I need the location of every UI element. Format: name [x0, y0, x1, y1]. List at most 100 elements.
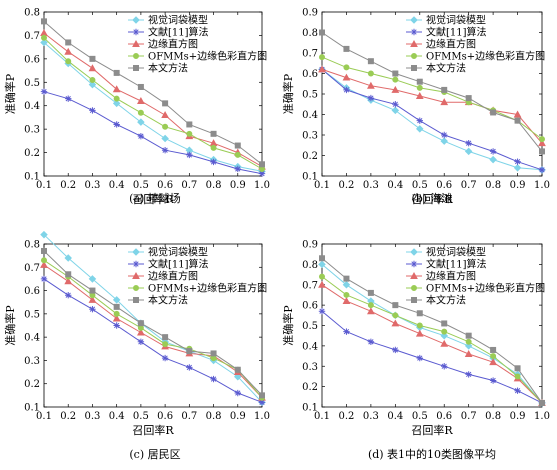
y-tick-label: 0.6	[302, 69, 318, 80]
x-tick-label: 0.2	[338, 180, 354, 191]
legend-label: 视觉词袋模型	[148, 246, 208, 259]
x-tick-label: 0.1	[36, 180, 52, 191]
legend-label: 本文方法	[426, 62, 466, 75]
data-point	[416, 354, 423, 362]
legend-label: 本文方法	[148, 62, 188, 75]
series-line	[321, 284, 543, 404]
x-tick-label: 0.4	[109, 411, 125, 422]
data-point	[514, 365, 521, 372]
data-point	[40, 88, 48, 95]
chart-panel: 0.1 0.2 0.3 0.4 0.5 0.6 0.7 0.8 0.9 1.0 0.1 0.2 0.3 0…	[281, 240, 550, 462]
data-point	[161, 354, 169, 362]
data-point	[258, 392, 265, 399]
legend-label: OFMMs+边缘色彩直方图	[148, 282, 267, 295]
x-tick-label: 0.7	[461, 180, 477, 191]
data-point	[210, 350, 217, 357]
data-point	[367, 94, 375, 102]
legend-marker	[410, 39, 418, 47]
x-tick-label: 0.8	[206, 411, 222, 422]
x-tick-label: 0.2	[60, 180, 76, 191]
data-point	[441, 86, 448, 93]
data-point	[318, 308, 326, 315]
data-point	[210, 130, 217, 137]
y-axis-label: 准确率P	[281, 73, 295, 114]
x-tick-label: 0.1	[314, 180, 330, 191]
data-point	[210, 144, 217, 151]
y-tick-label: 0.3	[24, 356, 40, 367]
data-point	[441, 320, 448, 327]
legend-marker	[410, 28, 418, 36]
data-point	[113, 121, 120, 128]
series-line	[321, 69, 543, 171]
data-point	[88, 295, 97, 303]
series-line	[43, 21, 263, 165]
x-tick-label: 1.0	[534, 180, 550, 191]
data-point	[489, 155, 497, 164]
x-tick-label: 0.5	[133, 411, 149, 422]
data-point	[391, 85, 400, 93]
data-point	[162, 334, 169, 341]
x-tick-label: 0.2	[338, 411, 354, 422]
series-line	[43, 234, 263, 403]
data-point	[234, 372, 242, 381]
data-point	[391, 319, 400, 327]
data-point	[89, 306, 96, 313]
legend-marker	[410, 296, 417, 303]
data-point	[88, 275, 97, 283]
legend-label: 文献[11]算法	[426, 258, 487, 271]
series-line	[321, 276, 543, 404]
y-tick-label: 0.8	[302, 28, 318, 39]
data-point	[513, 110, 522, 118]
data-point	[342, 297, 351, 305]
data-point	[367, 289, 374, 296]
series-line	[321, 56, 543, 140]
x-tick-label: 0.4	[387, 411, 403, 422]
data-point	[489, 148, 497, 155]
data-point	[65, 58, 72, 65]
legend-label: 本文方法	[426, 294, 466, 307]
legend-marker	[132, 65, 139, 72]
legend-marker	[132, 296, 139, 303]
data-point	[392, 101, 399, 108]
y-tick-label: 0.4	[302, 341, 318, 352]
data-point	[489, 377, 497, 384]
data-point	[186, 130, 193, 137]
legend-marker	[132, 53, 139, 60]
data-point	[416, 322, 423, 329]
data-point	[40, 260, 48, 268]
data-point	[234, 389, 241, 397]
data-point	[440, 339, 449, 347]
legend-label: 边缘直方图	[148, 38, 198, 51]
data-point	[464, 147, 473, 156]
x-tick-label: 0.5	[412, 180, 428, 191]
data-point	[234, 151, 241, 158]
y-tick-label: 0.7	[24, 263, 40, 274]
y-tick-label: 0.6	[302, 301, 318, 312]
x-tick-label: 0.3	[84, 411, 100, 422]
data-point	[318, 255, 325, 262]
data-point	[465, 371, 472, 378]
data-point	[210, 158, 217, 166]
data-point	[391, 106, 400, 115]
data-point	[88, 64, 97, 72]
series-line	[43, 278, 263, 403]
data-point	[343, 275, 350, 282]
data-point	[41, 18, 48, 25]
x-tick-label: 0.7	[181, 180, 197, 191]
y-axis-label: 准确率P	[3, 73, 17, 114]
data-point	[318, 273, 325, 280]
data-point	[258, 170, 266, 177]
data-point	[539, 136, 546, 143]
data-point	[258, 161, 265, 168]
x-axis-label: 召回率R	[132, 192, 174, 206]
data-point	[465, 95, 472, 102]
x-tick-label: 0.5	[133, 180, 149, 191]
data-point	[186, 364, 193, 371]
data-point	[186, 121, 193, 128]
y-tick-label: 0.7	[302, 49, 318, 60]
x-tick-label: 0.4	[109, 180, 125, 191]
y-tick-label: 0.6	[24, 54, 40, 65]
legend-marker	[410, 16, 418, 24]
legend-marker	[132, 16, 140, 24]
